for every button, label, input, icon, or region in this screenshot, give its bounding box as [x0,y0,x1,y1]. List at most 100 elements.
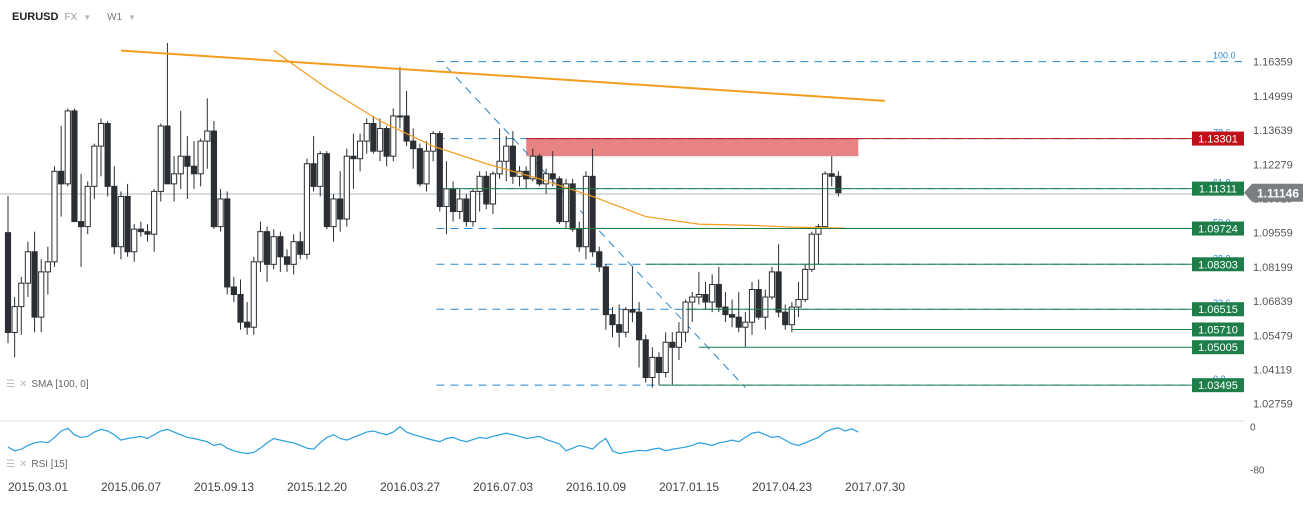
candle-bull [317,153,324,187]
candle-bull [197,140,204,175]
candle-bull [682,301,689,333]
candle-bull [204,130,211,142]
level-label-box [1192,340,1244,355]
rsi-label: RSI [15] [31,459,68,470]
candle-bear [244,321,251,328]
caret-down-icon[interactable]: ▼ [83,12,92,22]
candle-bear [735,316,742,328]
candle-bear [556,178,563,223]
candle-bear [263,231,271,265]
level-label-box [1192,257,1244,272]
x-tick-label: 2017.04.23 [752,480,812,494]
y-tick-label: 1.06839 [1253,296,1293,308]
candle-bull [709,283,716,303]
rsi-line [7,425,859,455]
x-tick-label: 2015.09.13 [194,480,254,494]
level-label-box [1192,181,1244,196]
candle-bull [423,150,430,185]
candle-bear [642,339,649,379]
candle-bull [808,233,815,270]
candle-bull [529,155,536,180]
candle-bear [224,198,231,288]
candle-bear [277,236,284,258]
list-icon[interactable]: ☰ [6,379,15,390]
y-tick-label: 1.12279 [1253,159,1293,171]
candle-bear [602,266,609,316]
candle-bear [589,175,596,253]
candle-bear [77,221,85,228]
x-tick-label: 2015.06.07 [101,480,161,494]
candle-bear [370,123,377,152]
chart-header: EURUSD FX ▼ W1 ▼ [12,11,146,23]
caret-down-icon[interactable]: ▼ [128,12,137,22]
candle-bull [582,175,590,248]
candle-bull [177,155,184,175]
candle-bull [363,123,370,142]
sma-legend[interactable]: ☰ ✕ SMA [100, 0] [6,379,89,390]
close-icon[interactable]: ✕ [18,459,28,470]
list-icon[interactable]: ☰ [6,459,15,470]
candle-bear [190,165,198,175]
candle-bull [38,271,45,318]
candle-bear [483,175,490,205]
candle-bull [788,306,795,326]
candle-bull [117,195,125,248]
level-label-box [1192,322,1244,337]
candle-bull [742,321,749,328]
candle-bull [443,188,450,207]
rsi-legend[interactable]: ☰ ✕ RSI [15] [6,459,68,470]
level-label: 1.05005 [1198,342,1238,354]
level-label-box [1192,378,1244,393]
candle-bull [18,282,25,308]
candle-bull [821,173,829,228]
y-tick-label: 1.04119 [1253,364,1292,376]
candle-bull [795,299,802,308]
candle-bear [655,356,663,373]
candle-bull [376,128,384,152]
candle-bull [815,226,822,235]
candle-bear [323,153,330,228]
rsi-tick-label: -80 [1250,466,1265,477]
x-tick-label: 2016.03.27 [380,480,440,494]
fib-level-label: 100.0 [1213,51,1236,61]
candle-bull [151,190,158,235]
candle-bull [356,140,364,160]
candle-bull [476,175,483,192]
candle-bear [596,251,603,268]
candle-bear [569,183,576,230]
candle-bull [689,296,696,303]
candle-bear [463,198,470,223]
y-tick-label: 1.13639 [1253,125,1293,137]
candle-bear [383,128,390,157]
timeframe-selector[interactable]: W1 [107,11,123,23]
candle-bull [762,296,769,318]
candle-bear [828,173,835,177]
candle-bull [469,190,477,223]
candle-bear [509,145,516,177]
candle-bear [835,175,842,194]
candle-bull [97,123,105,147]
sma-label: SMA [100, 0] [31,379,89,390]
market-selector[interactable]: FX [64,11,78,23]
x-tick-label: 2015.03.01 [8,480,68,494]
y-tick-label: 1.14999 [1253,91,1293,103]
close-icon[interactable]: ✕ [18,379,28,390]
y-tick-label: 1.09559 [1253,228,1293,240]
candle-bull [270,236,277,265]
candle-bear [669,341,676,348]
candle-bull [542,173,550,185]
candle-bull [51,170,58,263]
candle-bull [562,183,570,223]
candle-bull [91,145,98,187]
trendline [120,49,885,102]
candle-bull [290,241,297,265]
candle-bear [230,286,237,296]
symbol-label: EURUSD [12,11,59,23]
rsi-tick-label: 0 [1250,423,1256,434]
candle-bear [283,256,291,265]
candle-bear [164,125,171,185]
candle-bull [157,125,164,192]
level-label-box [1192,131,1244,146]
candle-bear [144,231,151,235]
